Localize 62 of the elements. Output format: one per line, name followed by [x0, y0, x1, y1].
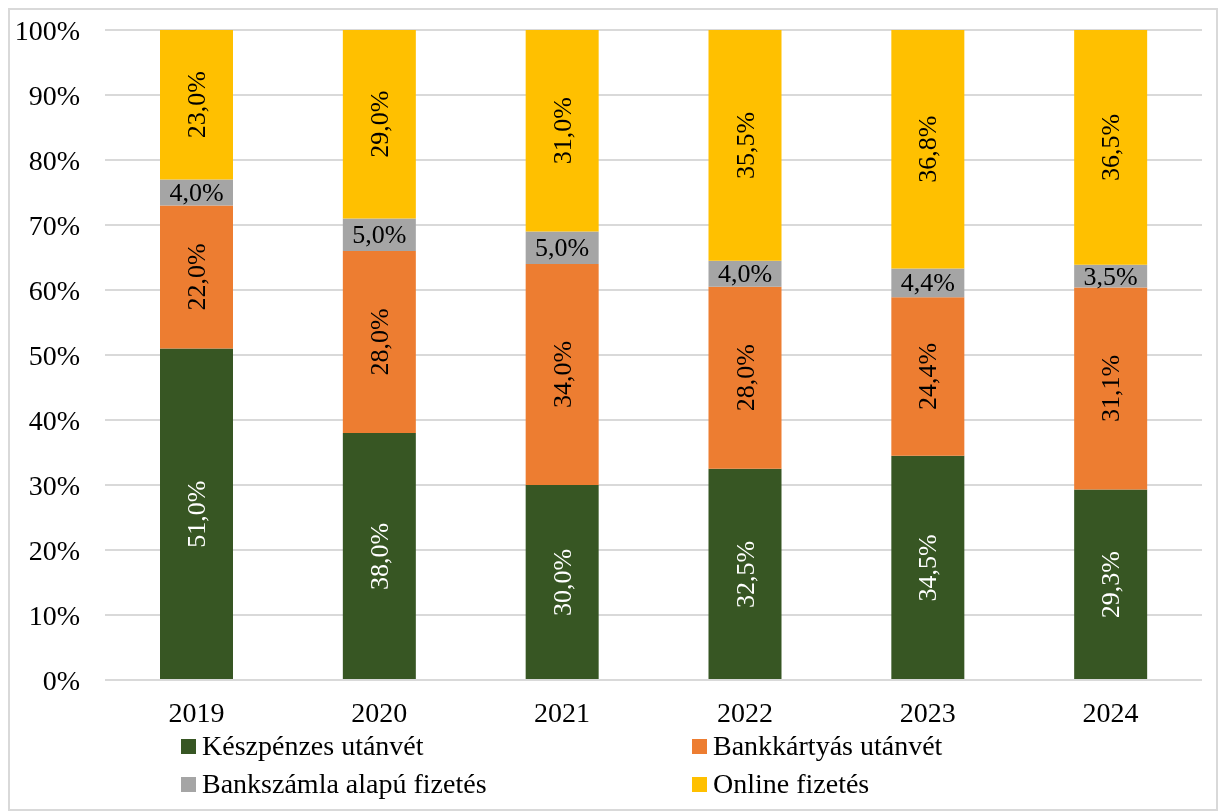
bar — [1074, 287, 1148, 490]
y-tick-label: 0% — [42, 664, 80, 696]
data-label: 23,0% — [182, 71, 211, 139]
x-tick-label: 2020 — [351, 696, 408, 728]
data-label: 4,0% — [717, 259, 773, 289]
data-label: 4,0% — [169, 178, 224, 207]
x-tick-label: 2021 — [534, 696, 591, 728]
data-label: 31,1% — [1096, 354, 1126, 423]
legend-label: Online fizetés — [713, 768, 870, 800]
data-label: 24,4% — [913, 342, 943, 411]
bar — [891, 297, 965, 456]
data-label: 3,5% — [1083, 261, 1138, 291]
bar — [891, 30, 965, 269]
data-label: 31,0% — [547, 97, 577, 165]
data-label: 28,0% — [364, 308, 394, 376]
bar — [160, 205, 233, 349]
data-label: 51,0% — [182, 480, 211, 548]
data-label: 4,4% — [900, 268, 955, 298]
bar — [342, 251, 416, 433]
data-label: 29,3% — [1096, 551, 1126, 619]
y-tick-label: 50% — [28, 339, 80, 371]
y-tick-label: 80% — [28, 144, 80, 176]
y-tick-label: 30% — [28, 469, 80, 501]
bar — [525, 30, 599, 232]
legend-label: Készpénzes utánvét — [202, 730, 424, 762]
bar — [525, 264, 599, 485]
data-label: 29,0% — [364, 90, 394, 158]
data-label: 36,8% — [913, 115, 943, 183]
y-tick-label: 90% — [28, 79, 80, 111]
bar — [708, 468, 782, 680]
legend-label: Bankszámla alapú fizetés — [202, 768, 487, 800]
x-tick-label: 2019 — [168, 696, 225, 728]
bar — [1074, 489, 1148, 680]
bar — [342, 433, 416, 680]
data-label: 38,0% — [364, 522, 394, 591]
bar — [160, 348, 233, 680]
bar — [708, 30, 782, 261]
x-tick-label: 2024 — [1082, 696, 1139, 728]
bar — [891, 455, 965, 680]
data-label: 35,5% — [730, 111, 760, 179]
y-tick-label: 100% — [14, 14, 80, 46]
bar — [525, 485, 599, 680]
data-label: 22,0% — [182, 243, 211, 311]
y-tick-label: 20% — [28, 534, 80, 566]
data-label: 5,0% — [352, 220, 407, 250]
data-label: 32,5% — [730, 540, 760, 608]
data-label: 36,5% — [1096, 113, 1126, 181]
x-tick-label: 2022 — [716, 696, 773, 728]
bar — [708, 286, 782, 469]
y-tick-label: 70% — [28, 209, 80, 241]
legend-label: Bankkártyás utánvét — [713, 730, 943, 762]
data-label: 34,0% — [547, 340, 577, 409]
y-tick-label: 40% — [28, 404, 80, 436]
data-label: 30,0% — [547, 548, 577, 617]
bar — [342, 30, 416, 219]
bar — [160, 30, 233, 180]
x-tick-label: 2023 — [899, 696, 956, 728]
data-label: 28,0% — [730, 344, 760, 412]
y-tick-label: 10% — [28, 599, 80, 631]
y-tick-label: 60% — [28, 274, 80, 306]
data-label: 34,5% — [913, 534, 943, 602]
data-label: 5,0% — [535, 233, 590, 263]
